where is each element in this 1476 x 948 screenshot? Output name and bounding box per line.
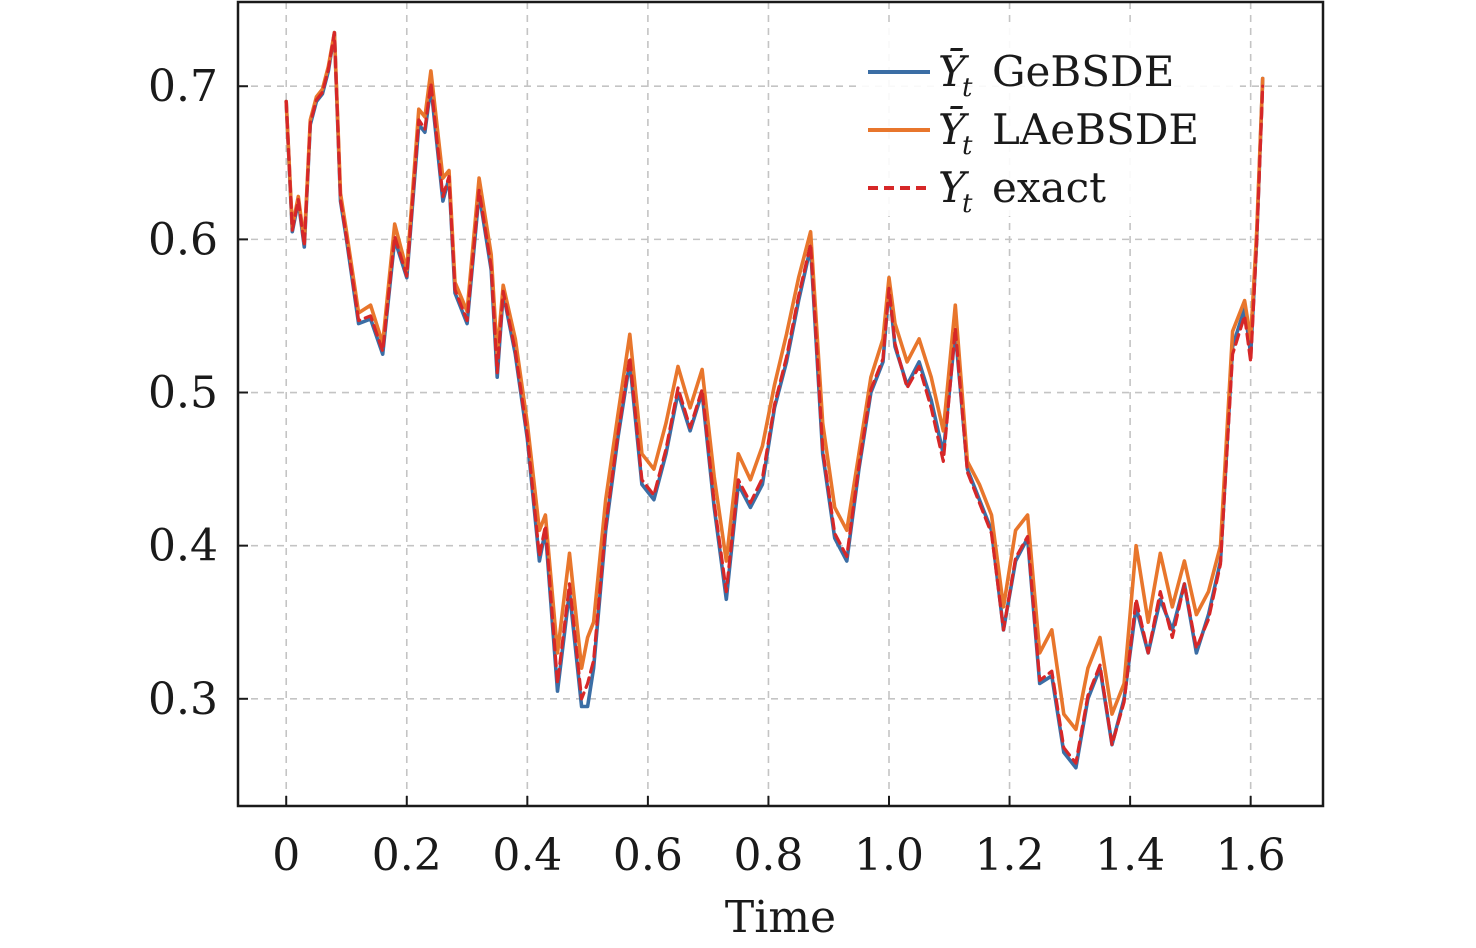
y-tick-label: 0.5 xyxy=(148,368,218,419)
y-tick-label: 0.7 xyxy=(148,61,218,112)
legend-label-gebsde: GeBSDE xyxy=(992,47,1174,96)
x-tick-label: 1.2 xyxy=(975,830,1045,881)
axis-ticks: 0 0.2 0.4 0.6 0.8 1.0 1.2 1.4 1.6 0.3 0.4 0.5 0.6 0.7 xyxy=(148,61,1286,881)
x-tick-label: 1.4 xyxy=(1095,830,1165,881)
legend-subscript: t xyxy=(962,131,973,161)
y-tick-label: 0.6 xyxy=(148,214,218,265)
x-tick-label: 1.0 xyxy=(854,830,924,881)
legend-subscript: t xyxy=(962,189,973,219)
series-line-exact xyxy=(284,30,1265,765)
x-tick-label: 0.6 xyxy=(613,830,683,881)
x-axis-label: Time xyxy=(725,892,836,943)
legend-label-exact: exact xyxy=(992,163,1106,212)
x-tick-label: 0.2 xyxy=(372,830,442,881)
legend-symbol: Ȳ xyxy=(938,47,970,96)
y-tick-label: 0.3 xyxy=(148,674,218,725)
legend-symbol: Y xyxy=(938,163,970,212)
x-tick-label: 0.4 xyxy=(492,830,562,881)
legend-symbol: Ȳ xyxy=(938,105,970,154)
x-tick-label: 1.6 xyxy=(1216,830,1286,881)
y-tick-label: 0.4 xyxy=(148,521,218,572)
plot-frame xyxy=(236,0,1325,808)
x-tick-label: 0 xyxy=(272,830,300,881)
legend-subscript: t xyxy=(962,73,973,103)
x-tick-label: 0.8 xyxy=(733,830,803,881)
legend-box xyxy=(856,26,1240,216)
series-layer xyxy=(284,30,1265,770)
legend-label-laebsde: LAeBSDE xyxy=(992,105,1199,154)
